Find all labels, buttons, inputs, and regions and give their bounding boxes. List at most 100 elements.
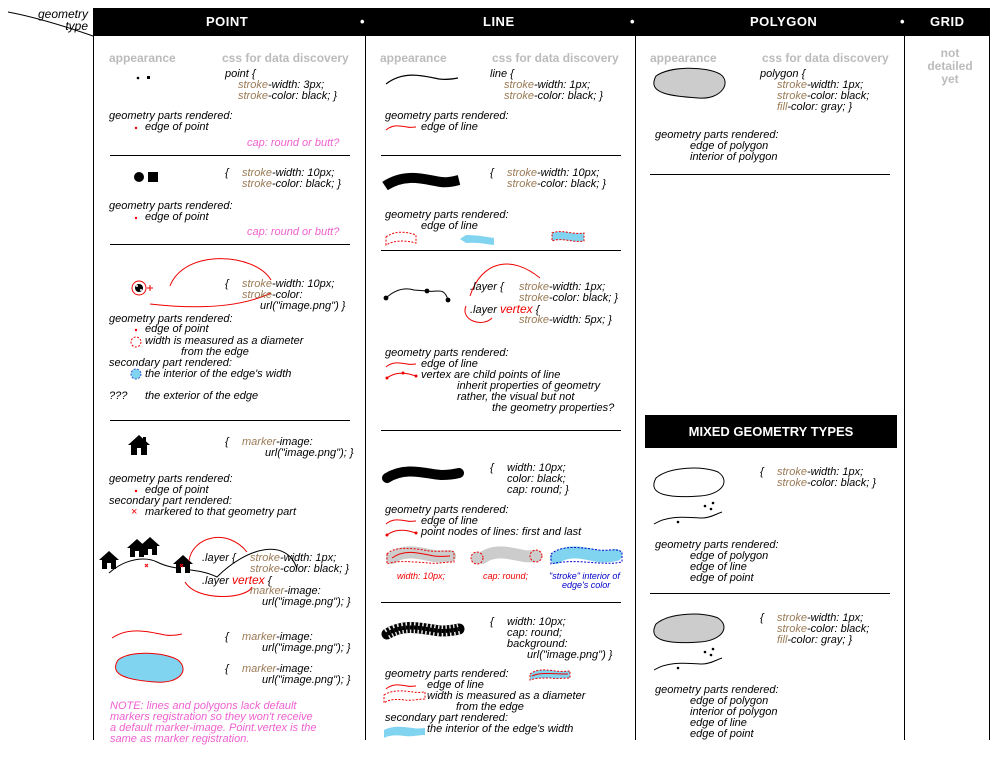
point-note-3: same as marker registration.	[110, 733, 250, 745]
mixed-m2-part-0: edge of polygon	[690, 695, 769, 707]
subheader-appearance-point: appearance	[109, 51, 176, 65]
column-header-grid: GRID	[930, 14, 965, 29]
column-divider-1	[365, 36, 366, 740]
line-s2-css-2: stroke-color: black; }	[507, 178, 607, 190]
line-s3-layer: .layer	[470, 304, 497, 316]
point-s6-line-css-1: marker-image:	[242, 631, 313, 643]
point-s1-css-1: stroke-width: 3px;	[238, 79, 325, 91]
mixed-m2-rendered: geometry parts rendered:	[655, 684, 779, 696]
header-bar	[93, 8, 990, 36]
point-note-1: markers registration so they won't recei…	[110, 711, 313, 723]
point-blue-polygon-swatch	[115, 652, 184, 683]
point-s2-dot-icon	[134, 216, 138, 220]
mixed-m1-part-0: edge of polygon	[690, 550, 769, 562]
grid-note: not detailed yet	[920, 47, 980, 86]
point-s1-part: edge of point	[145, 121, 209, 133]
line-s5-css-0: {	[490, 616, 494, 628]
point-image-stroke-diagram	[131, 258, 272, 308]
polygon-s1-part1: edge of polygon	[690, 140, 769, 152]
point-s2-css-1: stroke-width: 10px;	[242, 167, 335, 179]
line-s3-part: edge of line	[421, 358, 478, 370]
line-s1-css-0: line {	[490, 68, 514, 80]
point-s2-rendered: geometry parts rendered:	[109, 200, 233, 212]
line-s2-css-1: stroke-width: 10px;	[507, 167, 600, 179]
line-divider-2	[381, 250, 621, 251]
mixed-m1-part-2: edge of point	[690, 572, 754, 584]
point-s6-poly-css-0: {	[225, 663, 229, 675]
point-s2-note: cap: round or butt?	[247, 226, 340, 238]
line-divider-4	[381, 602, 621, 603]
point-note-0: NOTE: lines and polygons lack default	[110, 700, 297, 712]
line-s3-vertex-icon	[385, 371, 418, 380]
point-divider-3	[110, 420, 350, 421]
point-s1-css-0: point {	[225, 68, 256, 80]
column-divider-3	[904, 36, 905, 740]
point-s5-css-0: .layer {	[202, 552, 236, 564]
point-s3-css-2: stroke-color:	[242, 289, 303, 301]
point-s5-css-3: .layer vertex {	[202, 574, 271, 587]
point-s3-interior: the interior of the edge's width	[145, 368, 292, 380]
line-thin-swatch	[385, 74, 459, 85]
mixed-m2-css-1: stroke-width: 1px;	[777, 612, 864, 624]
line-s3-inherit3: the geometry properties?	[492, 402, 615, 414]
point-s3-css-0: {	[225, 278, 229, 290]
point-s5-layer: .layer	[202, 575, 229, 587]
mixed-m1-css-2: stroke-color: black; }	[777, 477, 877, 489]
separator-3: •	[900, 14, 905, 29]
line-s4-label-cap: cap: round;	[483, 571, 529, 581]
line-s5-part: edge of line	[427, 679, 484, 691]
line-s2-css-0: {	[490, 167, 494, 179]
point-s6-poly-css-2: url("image.png"); }	[262, 674, 351, 686]
line-s3-css-6: stroke-width: 5px; }	[519, 314, 612, 326]
line-s5-rendered: geometry parts rendered:	[385, 668, 509, 680]
line-s4-css-1: width: 10px;	[507, 462, 566, 474]
line-s3-css-2: stroke-color: black; }	[519, 292, 619, 304]
point-large-dots	[134, 172, 158, 182]
line-s5-interior: the interior of the edge's width	[427, 723, 574, 735]
line-s2-part: edge of line	[421, 220, 478, 232]
geometry-type-curve	[7, 11, 94, 37]
point-s3-dashed-circle-icon	[130, 336, 142, 348]
mixed-filled-swatch	[653, 613, 725, 671]
geometry-type-label: geometry type	[20, 8, 88, 32]
point-divider-1	[110, 155, 350, 156]
column-divider-4	[989, 36, 990, 740]
mixed-m2-part-3: edge of point	[690, 728, 754, 740]
point-s4-css-2: url("image.png"); }	[265, 447, 354, 459]
polygon-s1-css-1: stroke-width: 1px;	[777, 79, 864, 91]
line-vertex-houses-diagram	[99, 536, 298, 597]
point-s1-css-2: stroke-color: black; }	[238, 90, 338, 102]
point-s3-rendered: geometry parts rendered:	[109, 313, 233, 325]
point-s4-css-0: {	[225, 436, 229, 448]
line-s5-secondary: secondary part rendered:	[385, 712, 508, 724]
line-s3-inherit2: rather, the visual but not	[457, 391, 575, 403]
line-round-cap-swatch	[382, 466, 464, 483]
mixed-m2-css-0: {	[760, 612, 764, 624]
subheader-appearance-polygon: appearance	[650, 51, 717, 65]
point-s3-exterior: the exterior of the edge	[145, 390, 259, 402]
subheader-css-polygon: css for data discovery	[762, 51, 889, 65]
polygon-divider-1	[650, 174, 890, 175]
point-s5-css-6: marker-image:	[250, 585, 321, 597]
column-divider-0	[93, 36, 94, 740]
line-image-texture-swatch	[381, 622, 465, 640]
point-s2-part: edge of point	[145, 211, 209, 223]
point-s6-line-css-2: url("image.png"); }	[262, 642, 351, 654]
line-s4-css-2: color: black;	[507, 473, 566, 485]
grid-note-line1: not	[940, 46, 960, 60]
subheader-css-point: css for data discovery	[222, 51, 349, 65]
point-s3-css-3: url("image.png") }	[260, 300, 346, 312]
mixed-m2-css-3: fill-color: gray; }	[777, 634, 853, 646]
point-s3-blue-circle-icon	[130, 368, 142, 380]
separator-1: •	[360, 14, 365, 29]
point-s3-width2: from the edge	[181, 346, 249, 358]
line-s3-brace: {	[535, 304, 540, 316]
line-s3-css-0: .layer {	[470, 281, 504, 293]
line-s3-css-1: stroke-width: 1px;	[519, 281, 606, 293]
point-s4-part: edge of point	[145, 484, 209, 496]
line-s3-vertex: vertex	[499, 302, 533, 316]
point-s3-part: edge of point	[145, 323, 209, 335]
line-s5-parts-icon	[529, 669, 571, 681]
line-s3-css-3: .layer vertex {	[470, 302, 540, 316]
point-s1-dot-icon	[134, 126, 138, 130]
